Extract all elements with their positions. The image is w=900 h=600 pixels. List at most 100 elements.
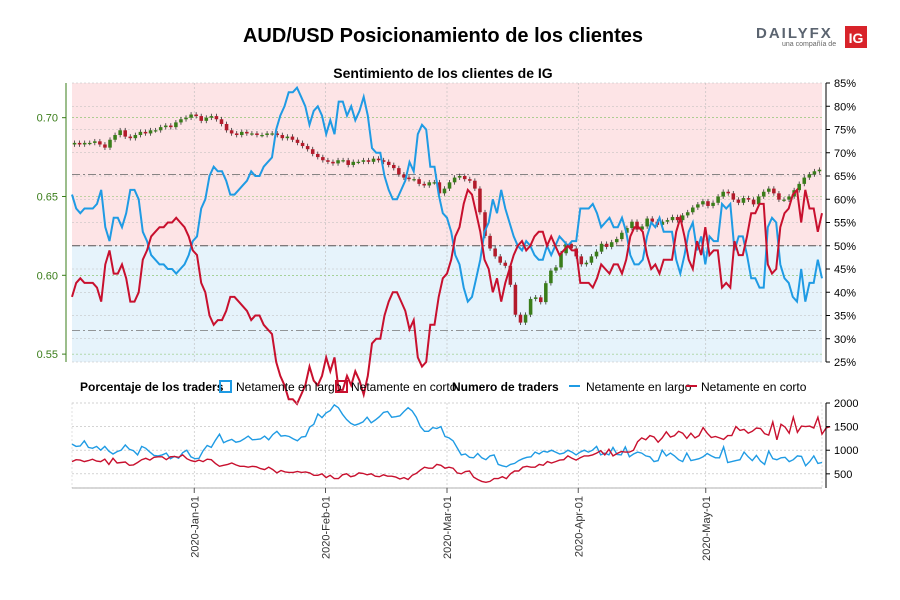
price-tick-label: 0.60 (37, 270, 58, 282)
sentiment-tick-label: 85% (834, 78, 856, 90)
sentiment-tick-label: 25% (834, 357, 856, 369)
candle-body (488, 235, 492, 249)
candle-body (599, 243, 604, 252)
date-tick-label: 2020-May-01 (701, 496, 713, 561)
candle-body (478, 188, 482, 213)
candle-body (797, 183, 801, 191)
candle-body (761, 191, 766, 197)
candle-body (665, 220, 670, 222)
legend-pct-short: Netamente en corto (351, 380, 457, 394)
sentiment-tick-label: 55% (834, 218, 856, 230)
candle-body (341, 160, 345, 162)
candle-body (544, 283, 548, 303)
candle-body (468, 179, 472, 181)
candle-body (407, 177, 411, 180)
sentiment-tick-label: 50% (834, 241, 856, 253)
candle-body (250, 133, 254, 135)
sentiment-tick-label: 80% (834, 101, 856, 113)
candle-body (736, 199, 741, 203)
candle-body (508, 265, 513, 285)
candle-body (457, 176, 462, 178)
date-tick-label: 2020-Jan-01 (189, 496, 201, 558)
candle-body (412, 179, 416, 181)
bottom-gridlines (71, 402, 823, 489)
candle-body (503, 262, 508, 266)
candle-body (158, 127, 163, 131)
candle-body (371, 158, 376, 162)
candle-body (113, 135, 117, 140)
candle-body (498, 256, 502, 263)
candle-body (153, 130, 158, 132)
candle-body (807, 174, 812, 178)
candle-body (741, 198, 746, 203)
candle-body (392, 164, 396, 169)
candle-body (219, 119, 224, 124)
candle-body (386, 161, 391, 165)
candle-body (118, 130, 122, 136)
candle-body (462, 176, 467, 180)
chart-title: AUD/USD Posicionamiento de los clientes (243, 25, 643, 47)
candle-body (336, 160, 340, 164)
candle-body (701, 201, 705, 205)
candle-body (554, 267, 558, 271)
candle-body (402, 174, 406, 178)
price-tick-label: 0.65 (37, 191, 58, 203)
legend-pct-heading: Porcentaje de los traders (80, 380, 224, 394)
candle-body (802, 177, 807, 184)
candle-body (163, 125, 168, 128)
long-traders-line (71, 403, 823, 468)
candle-body (199, 116, 203, 121)
candle-body (260, 135, 264, 137)
candle-body (361, 160, 366, 162)
candle-body (787, 196, 791, 200)
candle-body (310, 149, 315, 154)
candle-body (609, 242, 614, 247)
candle-body (584, 262, 589, 265)
candle-body (746, 198, 751, 200)
candle-body (579, 256, 584, 265)
candle-body (290, 136, 295, 140)
logo-subtext: una compañía de (782, 41, 836, 48)
date-tick-label: 2020-Apr-01 (573, 496, 585, 557)
legend-num-heading: Numero de traders (452, 380, 559, 394)
candle-body (650, 218, 655, 222)
candle-body (98, 141, 102, 145)
candle-body (82, 142, 87, 145)
legend-pct-long: Netamente en largo (236, 380, 342, 394)
logo-text: DAILYFX (756, 25, 833, 42)
candle-body (675, 216, 680, 221)
candle-body (620, 232, 624, 240)
candle-body (432, 182, 437, 184)
candle-body (533, 297, 538, 299)
date-tick-label: 2020-Feb-01 (321, 496, 333, 559)
candle-body (528, 298, 533, 315)
candle-body (422, 183, 426, 186)
candle-body (133, 135, 138, 139)
candle-body (138, 131, 143, 136)
candle-body (179, 119, 183, 123)
candle-body (614, 239, 619, 243)
candle-body (452, 177, 457, 183)
trader-count-axis: 500 1000 1500 2000 (825, 398, 858, 488)
candle-body (326, 160, 330, 162)
candle-body (594, 251, 599, 257)
candle-body (194, 114, 198, 117)
candle-body (731, 193, 736, 200)
candle-body (549, 270, 553, 284)
trader-tick-label: 1000 (834, 445, 858, 457)
sentiment-tick-label: 30% (834, 334, 856, 346)
trader-tick-label: 1500 (834, 422, 858, 434)
candle-body (706, 201, 710, 206)
candle-body (366, 160, 371, 162)
sentiment-tick-label: 65% (834, 171, 856, 183)
candle-body (356, 161, 361, 164)
candle-body (305, 146, 310, 150)
candle-body (691, 207, 695, 213)
candle-body (174, 122, 178, 128)
candle-body (726, 191, 731, 194)
candle-body (189, 114, 193, 118)
candle-body (756, 196, 761, 205)
sentiment-tick-label: 75% (834, 125, 856, 137)
price-axis: 0.55 0.60 0.65 0.70 (37, 83, 67, 362)
candle-body (123, 130, 127, 137)
